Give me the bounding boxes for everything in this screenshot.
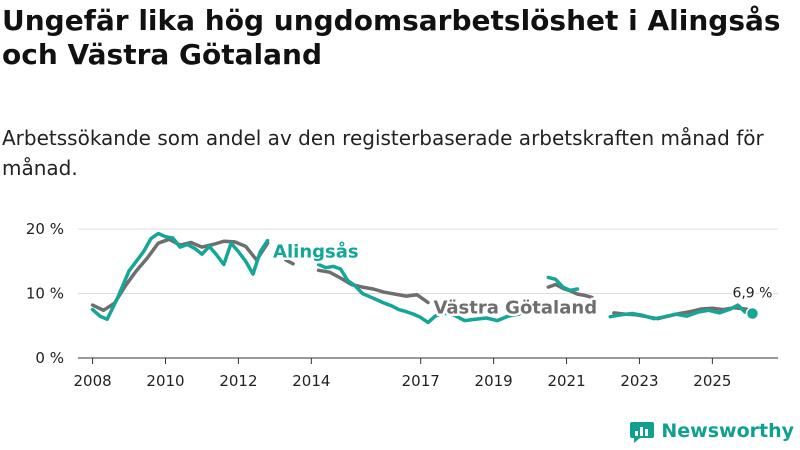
y-tick-label-10: 10 % [26,285,64,303]
x-tick-label-2017: 2017 [402,372,440,390]
axis-layer: 0 % 10 % 20 % 2008 2010 2012 2014 2017 2019 2021 2… [26,220,778,390]
series-line-v-stra-g-taland [90,237,755,321]
x-tick-label-2021: 2021 [547,372,585,390]
newsworthy-brand: Newsworthy [629,418,794,444]
series-layer [90,231,755,325]
x-tick-label-2023: 2023 [620,372,658,390]
chart-subtitle: Arbetssökande som andel av den registerb… [2,126,764,180]
chart-title: Ungefär lika hög ungdomsarbetslöshet i A… [2,4,781,71]
grid-layer [78,228,778,294]
label-layer: Alingsås Västra Götaland 6,9 % [271,238,775,321]
newsworthy-brand-name: Newsworthy [661,420,794,442]
y-tick-label-0: 0 % [35,349,64,367]
x-tick-label-2019: 2019 [475,372,513,390]
newsworthy-logo-icon [630,422,655,443]
endpoint-value-label: 6,9 % [732,285,772,301]
x-tick-label-2012: 2012 [219,372,257,390]
x-tick-label-2014: 2014 [292,372,330,390]
x-tick-label-2025: 2025 [693,372,731,390]
x-tick-label-2008: 2008 [73,372,111,390]
x-tick-label-2010: 2010 [146,372,184,390]
series-label-vastra-gotaland: Västra Götaland [433,297,597,318]
y-tick-label-20: 20 % [26,220,64,238]
series-line-alings-s [90,231,755,325]
series-label-alingsas: Alingsås [273,240,359,262]
endpoint-marker [745,306,760,321]
